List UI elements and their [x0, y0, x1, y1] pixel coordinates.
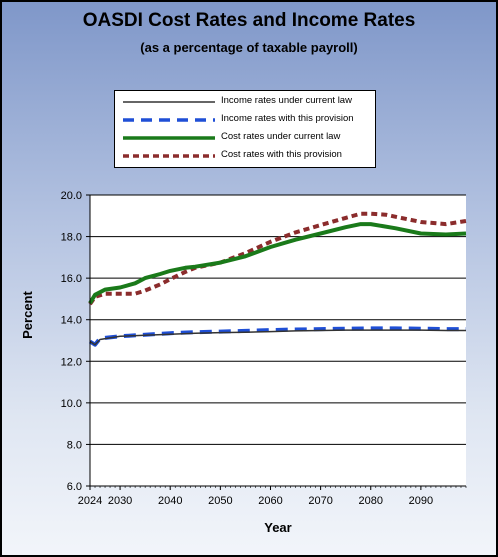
series-lines — [88, 211, 467, 347]
legend-swatch-cost-current-law — [123, 136, 215, 140]
x-tick-label-3: 2050 — [208, 495, 232, 507]
series-line-2 — [88, 222, 467, 305]
legend-swatch-cost-provision — [123, 154, 215, 158]
series-line-0 — [89, 329, 466, 346]
legend-entry-cost-current-law: Cost rates under current law — [115, 129, 375, 147]
gridlines — [86, 194, 467, 490]
legend-label-cost-provision: Cost rates with this provision — [221, 149, 342, 160]
chart-title: OASDI Cost Rates and Income Rates — [82, 10, 416, 31]
axes — [89, 195, 466, 487]
y-tick-label-6: 18.0 — [61, 232, 82, 244]
y-axis-title: Percent — [20, 290, 35, 338]
y-tick-label-5: 16.0 — [61, 273, 82, 285]
series-line-3 — [88, 211, 467, 306]
y-tick-label-0: 6.0 — [67, 481, 82, 493]
legend-entry-income-current-law: Income rates under current law — [115, 93, 375, 111]
legend-label-cost-current-law: Cost rates under current law — [221, 131, 341, 142]
y-tick-label-1: 8.0 — [67, 439, 82, 451]
legend-label-income-current-law: Income rates under current law — [221, 95, 352, 106]
legend-swatch-income-provision — [123, 118, 215, 122]
x-tick-label-5: 2070 — [308, 495, 332, 507]
y-tick-label-2: 10.0 — [61, 398, 82, 410]
x-tick-labels: 2024 2030 2040 2050 2060 2070 2080 2090 — [78, 495, 433, 507]
x-tick-label-0: 2024 — [78, 495, 102, 507]
x-axis-title: Year — [264, 520, 291, 535]
x-tick-label-1: 2030 — [108, 495, 132, 507]
y-tick-labels: 6.0 8.0 10.0 12.0 14.0 16.0 18.0 20.0 — [61, 190, 82, 493]
legend-entry-income-provision: Income rates with this provision — [115, 111, 375, 129]
legend-swatch-income-current-law — [123, 101, 215, 103]
x-tick-label-7: 2090 — [409, 495, 433, 507]
y-tick-label-7: 20.0 — [61, 190, 82, 202]
x-tick-label-6: 2080 — [359, 495, 383, 507]
y-tick-label-4: 14.0 — [61, 315, 82, 327]
legend-entry-cost-provision: Cost rates with this provision — [115, 147, 375, 165]
y-tick-label-3: 12.0 — [61, 356, 82, 368]
x-tick-label-4: 2060 — [258, 495, 282, 507]
legend: Income rates under current law Income ra… — [114, 90, 376, 168]
chart-subtitle: (as a percentage of taxable payroll) — [140, 40, 358, 55]
x-tick-label-2: 2040 — [158, 495, 182, 507]
legend-label-income-provision: Income rates with this provision — [221, 113, 354, 124]
